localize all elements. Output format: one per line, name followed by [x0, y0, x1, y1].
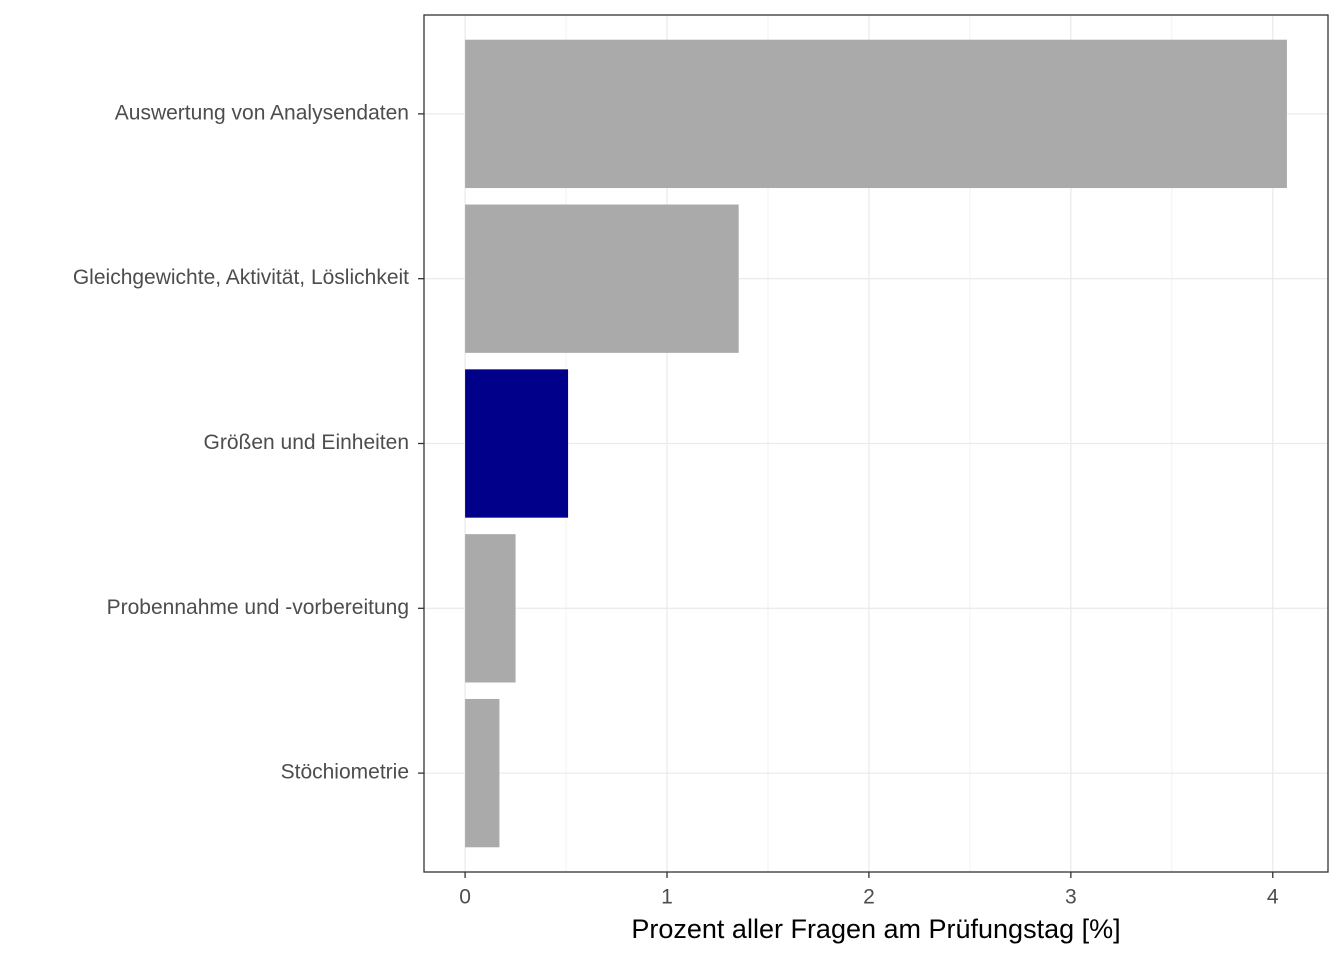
bar	[465, 534, 516, 683]
bar	[465, 39, 1287, 189]
y-tick-label: Größen und Einheiten	[204, 431, 409, 454]
y-tick-label: Probennahme und -vorbereitung	[107, 596, 409, 619]
x-axis-title: Prozent aller Fragen am Prüfungstag [%]	[631, 914, 1120, 944]
bar	[465, 369, 569, 518]
axes: 0 1 2 3 4 Auswertung von Analysendaten Gleichg…	[73, 101, 1279, 908]
y-tick-label: Stöchiometrie	[281, 761, 409, 784]
x-tick-label: 2	[863, 886, 875, 909]
y-tick-label: Auswertung von Analysendaten	[115, 101, 409, 124]
x-tick-label: 4	[1267, 886, 1279, 909]
x-tick-label: 3	[1065, 886, 1077, 909]
x-tick-label: 0	[459, 886, 471, 909]
y-tick-label: Gleichgewichte, Aktivität, Löslichkeit	[73, 266, 409, 289]
x-tick-label: 1	[661, 886, 673, 909]
bars	[465, 39, 1287, 848]
bar	[465, 204, 739, 353]
bar	[465, 698, 500, 848]
